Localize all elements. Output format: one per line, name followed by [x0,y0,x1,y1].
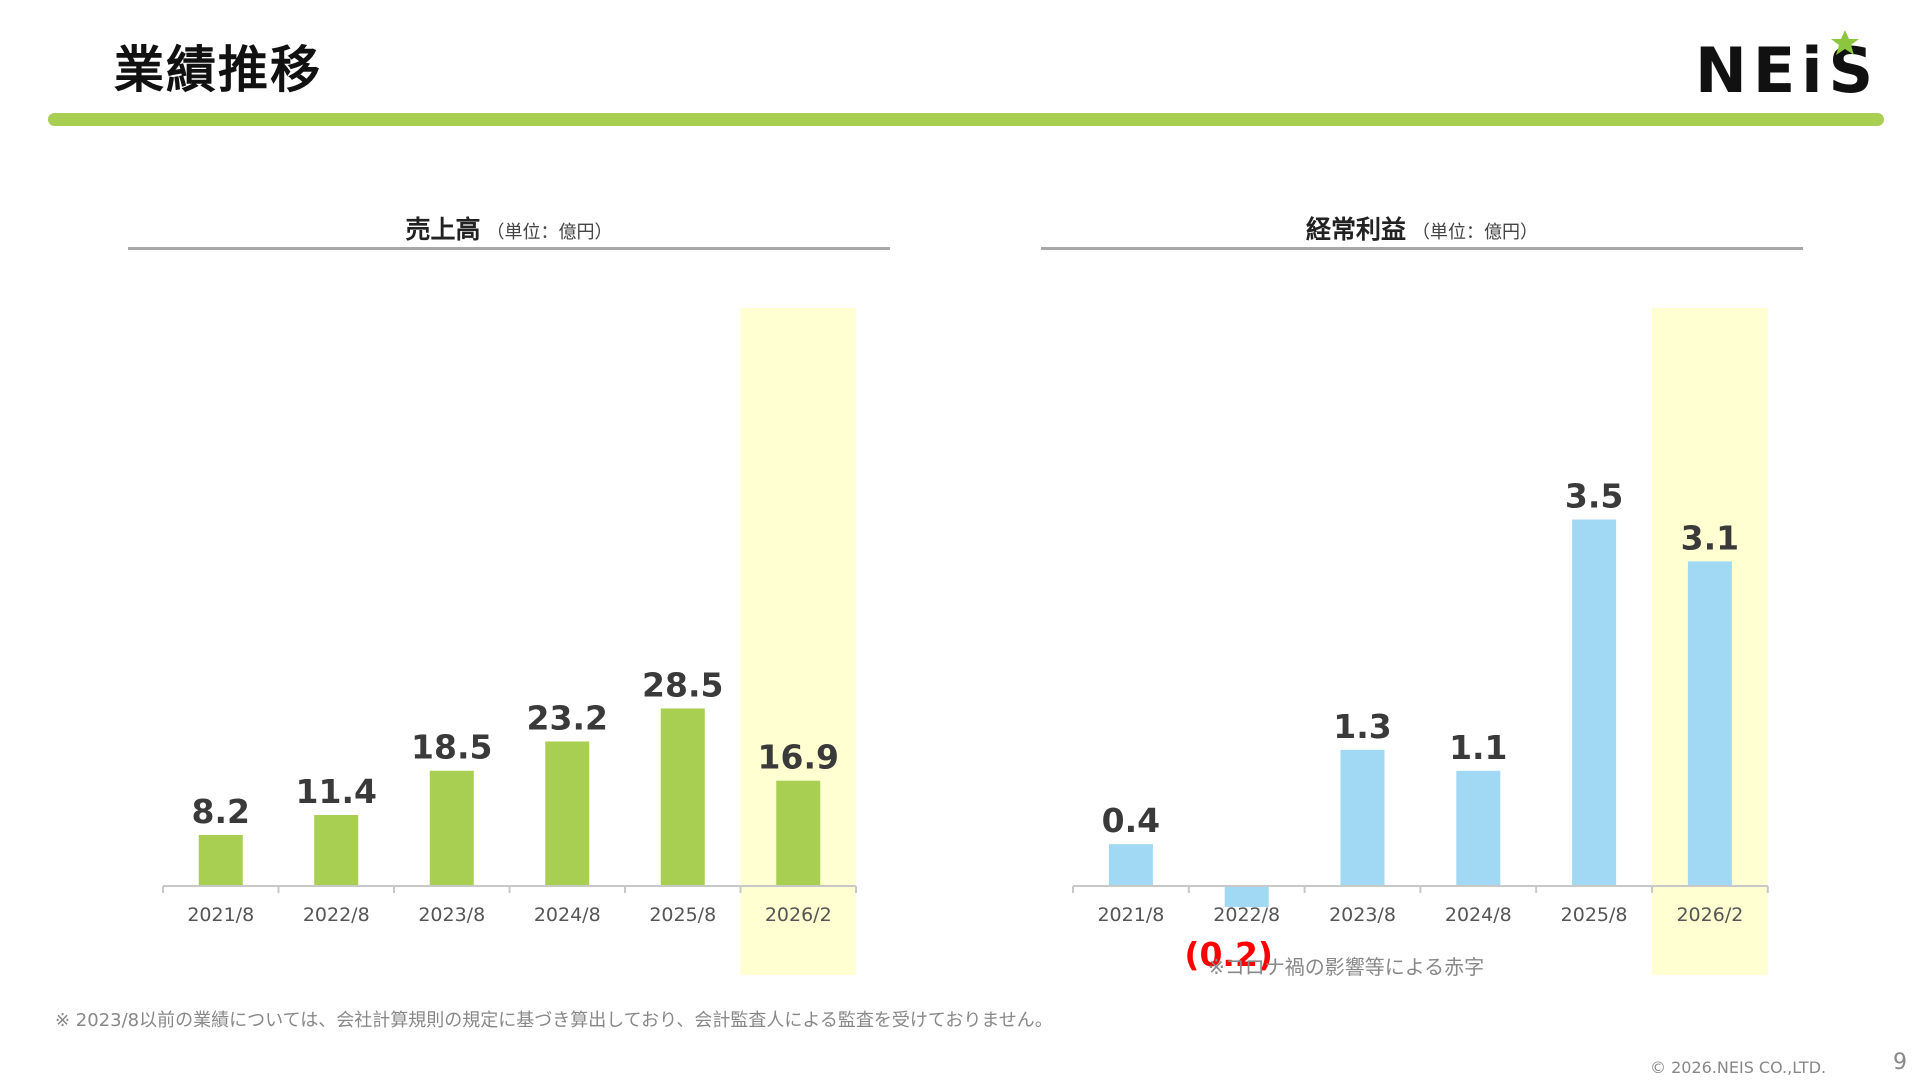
sales-value-label: 28.5 [642,665,723,704]
profit-value-label: 1.3 [1333,707,1391,746]
profit-bar [1456,770,1501,886]
profit-value-label: 3.1 [1681,518,1739,557]
profit-bar [1108,844,1153,886]
sales-category-label: 2021/8 [187,904,254,926]
profit-chart-unit: （単位：億円） [1412,222,1538,243]
profit-category-label: 2026/2 [1676,904,1743,926]
sales-chart-heading: 売上高 （単位：億円） [128,210,890,246]
audit-footnote: ※ 2023/8以前の業績については、会社計算規則の規定に基づき算出しており、会… [55,1010,1053,1031]
sales-bar [314,814,359,886]
neis-logo: NEiS [1695,30,1873,100]
sales-value-label: 11.4 [296,772,377,811]
title-underline-bar [48,113,1884,126]
profit-value-label: 1.1 [1449,728,1507,767]
sales-highlight-band [740,308,856,975]
sales-bar [545,741,590,886]
sales-category-label: 2025/8 [649,904,716,926]
sales-chart-title: 売上高 [405,215,481,244]
profit-category-label: 2024/8 [1445,904,1512,926]
sales-bar [660,708,705,886]
profit-bar [1572,519,1617,886]
page-number: 9 [1893,1050,1907,1075]
profit-chart-title: 経常利益 [1305,215,1406,244]
profit-category-label: 2021/8 [1097,904,1164,926]
sales-value-label: 18.5 [411,728,492,767]
profit-bar [1687,561,1732,886]
profit-chart-rule [1041,247,1803,250]
sales-category-label: 2024/8 [534,904,601,926]
sales-bar [198,834,243,886]
copyright: © 2026.NEIS CO.,LTD. [1650,1058,1827,1077]
sales-bar [776,780,821,886]
sales-category-label: 2026/2 [765,904,832,926]
page-title: 業績推移 [114,41,322,99]
sales-chart-unit: （単位：億円） [486,222,613,243]
sales-category-label: 2023/8 [418,904,485,926]
profit-value-label: 0.4 [1102,801,1160,840]
sales-value-label: 23.2 [527,698,608,737]
sales-value-label: 8.2 [192,792,250,831]
profit-bar [1340,749,1385,886]
profit-value-label: 3.5 [1565,477,1623,516]
profit-category-label: 2025/8 [1561,904,1628,926]
sales-bar [429,770,474,886]
sales-chart-rule [128,247,890,250]
profit-bar [1224,886,1269,907]
profit-chart-heading: 経常利益 （単位：億円） [1041,210,1803,246]
corona-deficit-note: ※コロナ禍の影響等による赤字 [1208,955,1485,979]
sales-value-label: 16.9 [758,738,839,777]
sales-category-label: 2022/8 [303,904,370,926]
profit-highlight-band [1652,308,1768,975]
profit-category-label: 2022/8 [1213,904,1280,926]
profit-category-label: 2023/8 [1329,904,1396,926]
logo-star-icon [1831,30,1859,55]
